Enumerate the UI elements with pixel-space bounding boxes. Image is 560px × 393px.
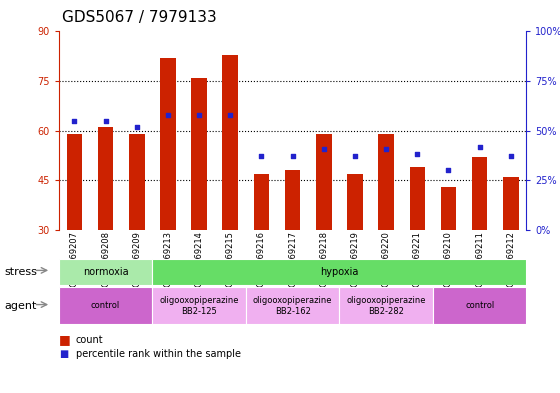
Bar — [59, 259, 152, 285]
Text: percentile rank within the sample: percentile rank within the sample — [76, 349, 241, 360]
Bar — [316, 134, 332, 230]
Text: ■: ■ — [59, 349, 68, 360]
Bar — [152, 287, 246, 324]
Bar — [59, 287, 152, 324]
Text: hypoxia: hypoxia — [320, 267, 358, 277]
Point — [382, 145, 391, 152]
Point — [444, 167, 453, 174]
Bar — [409, 167, 425, 230]
Bar — [503, 177, 519, 230]
Point — [101, 118, 110, 124]
Bar — [472, 157, 487, 230]
Point — [257, 153, 266, 160]
Text: normoxia: normoxia — [83, 267, 128, 277]
Bar — [67, 134, 82, 230]
Point — [195, 112, 204, 118]
Bar — [379, 134, 394, 230]
Point — [164, 112, 172, 118]
Point — [319, 145, 328, 152]
Point — [506, 153, 515, 160]
Text: agent: agent — [4, 301, 37, 311]
Point — [351, 153, 360, 160]
Bar — [192, 78, 207, 230]
Text: oligooxopiperazine
BB2-282: oligooxopiperazine BB2-282 — [347, 296, 426, 316]
Bar — [339, 287, 433, 324]
Bar — [285, 171, 300, 230]
Text: control: control — [465, 301, 494, 310]
Point — [70, 118, 79, 124]
Text: ■: ■ — [59, 333, 71, 347]
Bar — [98, 127, 113, 230]
Bar — [152, 259, 526, 285]
Bar — [160, 58, 176, 230]
Point — [132, 123, 141, 130]
Text: oligooxopiperazine
BB2-125: oligooxopiperazine BB2-125 — [160, 296, 239, 316]
Bar — [347, 174, 363, 230]
Point — [413, 151, 422, 158]
Point — [475, 143, 484, 150]
Text: stress: stress — [4, 267, 38, 277]
Point — [226, 112, 235, 118]
Text: oligooxopiperazine
BB2-162: oligooxopiperazine BB2-162 — [253, 296, 332, 316]
Bar — [254, 174, 269, 230]
Text: control: control — [91, 301, 120, 310]
Bar — [246, 287, 339, 324]
Bar — [433, 287, 526, 324]
Text: GDS5067 / 7979133: GDS5067 / 7979133 — [62, 10, 216, 25]
Bar — [441, 187, 456, 230]
Bar — [129, 134, 144, 230]
Text: count: count — [76, 335, 103, 345]
Point — [288, 153, 297, 160]
Bar — [222, 55, 238, 230]
